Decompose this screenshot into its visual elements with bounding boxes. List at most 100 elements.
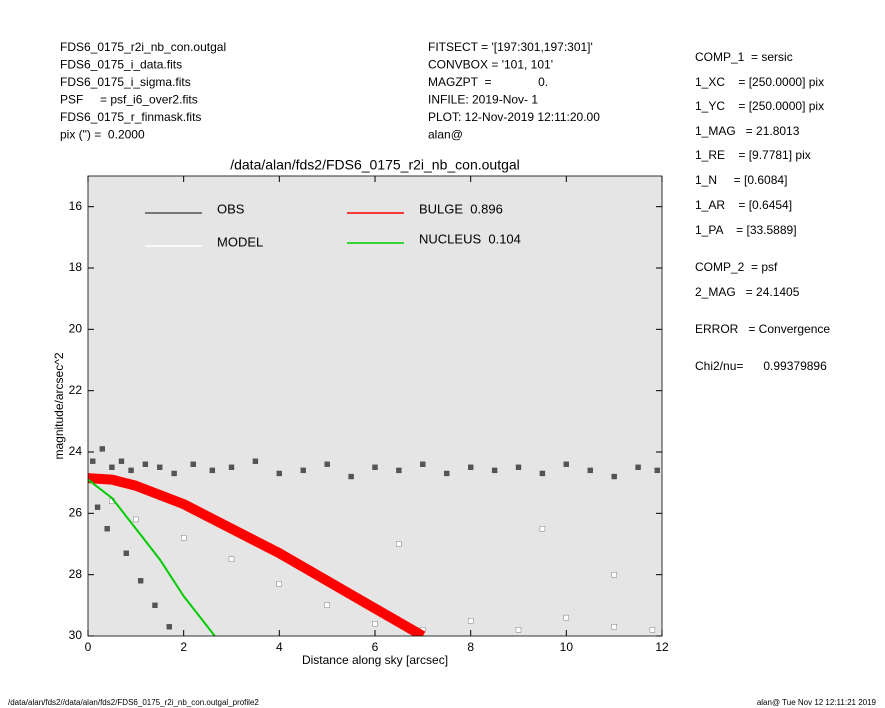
header-middle-line: MAGZPT = 0. xyxy=(428,75,548,89)
data-point xyxy=(133,516,139,523)
data-point xyxy=(152,602,158,608)
data-point xyxy=(396,541,402,547)
y-tick-label: 26 xyxy=(69,506,83,520)
data-point xyxy=(515,464,522,470)
fit-parameter: 1_RE = [9.7781] pix xyxy=(695,148,811,162)
x-axis-label: Distance along sky [arcsec] xyxy=(302,653,448,667)
data-point xyxy=(611,624,617,630)
data-point xyxy=(539,470,546,477)
header-middle-line: PLOT: 12-Nov-2019 12:11:20.00 xyxy=(428,110,600,124)
data-point xyxy=(563,614,569,621)
data-point xyxy=(228,556,235,562)
x-tick-label: 2 xyxy=(180,640,187,654)
data-point xyxy=(635,464,641,470)
fit-parameter: COMP_2 = psf xyxy=(695,260,778,274)
data-point xyxy=(94,504,101,510)
fit-parameter: 1_XC = [250.0000] pix xyxy=(695,75,824,89)
header-left-line: PSF = psf_i6_over2.fits xyxy=(60,93,198,107)
data-point xyxy=(137,578,144,584)
model-line xyxy=(88,478,216,636)
data-point xyxy=(324,461,330,467)
header-middle-line: alan@ xyxy=(428,128,463,142)
data-point xyxy=(190,461,196,467)
data-point xyxy=(209,467,216,474)
x-tick-label: 0 xyxy=(85,640,92,654)
x-tick-label: 10 xyxy=(560,640,574,654)
data-point xyxy=(515,627,522,633)
header-middle-line: FITSECT = '[197:301,197:301]' xyxy=(428,40,593,54)
data-point xyxy=(252,458,259,464)
y-axis-label: magnitude/arcsec^2 xyxy=(52,352,66,459)
data-point xyxy=(276,581,282,587)
fit-parameter: Chi2/nu= 0.99379896 xyxy=(695,359,827,373)
fit-parameter: 1_PA = [33.5889] xyxy=(695,223,797,237)
data-point xyxy=(654,467,660,474)
data-point xyxy=(372,464,378,470)
y-tick-label: 30 xyxy=(69,628,83,642)
header-left-line: FDS6_0175_i_sigma.fits xyxy=(60,75,191,89)
data-point xyxy=(123,550,129,556)
data-point xyxy=(444,470,450,477)
y-tick-label: 18 xyxy=(69,260,83,274)
data-point xyxy=(420,461,426,467)
legend-label: MODEL xyxy=(217,234,263,249)
fit-parameter: 1_MAG = 21.8013 xyxy=(695,124,800,138)
data-point xyxy=(491,467,498,474)
data-point xyxy=(128,467,134,474)
data-point xyxy=(649,627,656,633)
data-point xyxy=(228,464,235,470)
chart-title: /data/alan/fds2/FDS6_0175_r2i_nb_con.out… xyxy=(230,157,520,173)
y-tick-label: 22 xyxy=(69,383,83,397)
data-point xyxy=(142,461,149,467)
header-left-line: FDS6_0175_i_data.fits xyxy=(60,58,182,72)
data-point xyxy=(539,526,546,532)
header-left-line: pix (") = 0.2000 xyxy=(60,128,145,142)
x-tick-label: 8 xyxy=(467,640,474,654)
x-tick-label: 6 xyxy=(372,640,379,654)
data-point xyxy=(611,572,617,578)
legend-label: NUCLEUS 0.104 xyxy=(419,231,521,246)
data-point xyxy=(300,467,306,474)
header-middle-line: CONVBOX = '101, 101' xyxy=(428,58,553,72)
fit-parameter: ERROR = Convergence xyxy=(695,322,830,336)
data-point xyxy=(563,461,569,467)
data-point xyxy=(372,621,378,627)
data-point xyxy=(109,464,115,470)
data-point xyxy=(396,467,402,474)
x-tick-label: 12 xyxy=(655,640,669,654)
data-point xyxy=(611,473,617,480)
data-point xyxy=(171,470,177,477)
fit-parameter: 1_AR = [0.6454] xyxy=(695,198,792,212)
data-point xyxy=(90,458,96,464)
legend-label: BULGE 0.896 xyxy=(419,201,503,216)
y-tick-label: 24 xyxy=(69,444,83,458)
data-point xyxy=(348,473,354,480)
data-point xyxy=(118,458,125,464)
y-tick-label: 20 xyxy=(69,322,83,336)
data-point xyxy=(99,446,105,452)
data-point xyxy=(166,624,172,630)
x-tick-label: 4 xyxy=(276,640,283,654)
fit-parameter: COMP_1 = sersic xyxy=(695,50,793,64)
fit-parameter: 1_YC = [250.0000] pix xyxy=(695,99,824,113)
data-point xyxy=(587,467,593,474)
data-point xyxy=(157,464,163,470)
footer-left: /data/alan/fds2//data/alan/fds2/FDS6_017… xyxy=(8,698,259,707)
data-point xyxy=(468,464,474,470)
model-band xyxy=(88,473,426,636)
data-point xyxy=(276,470,282,477)
y-tick-label: 28 xyxy=(69,567,83,581)
legend-label: OBS xyxy=(217,201,245,216)
plot-area xyxy=(88,176,662,636)
y-tick-label: 16 xyxy=(69,199,83,213)
data-point xyxy=(181,535,187,541)
data-point xyxy=(104,526,110,532)
data-point xyxy=(468,618,474,624)
header-left-line: FDS6_0175_r_finmask.fits xyxy=(60,110,201,124)
footer-right: alan@ Tue Nov 12 12:11:21 2019 xyxy=(757,698,877,707)
fit-parameter: 2_MAG = 24.1405 xyxy=(695,285,800,299)
header-left-line: FDS6_0175_r2i_nb_con.outgal xyxy=(60,40,226,54)
fit-parameter: 1_N = [0.6084] xyxy=(695,173,787,187)
header-middle-line: INFILE: 2019-Nov- 1 xyxy=(428,93,538,107)
